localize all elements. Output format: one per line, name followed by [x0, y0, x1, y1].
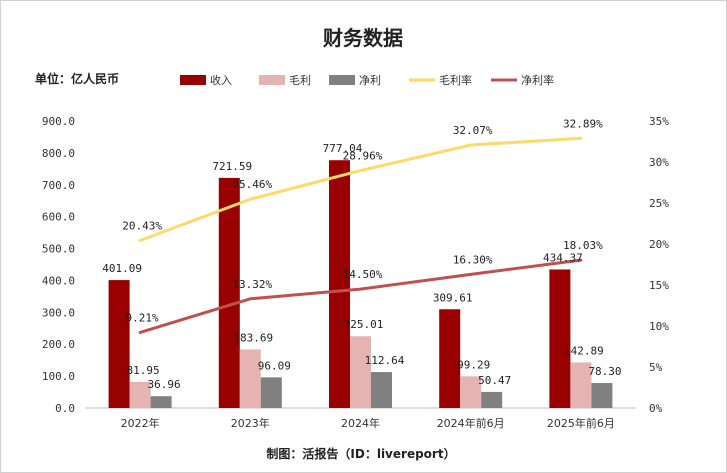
data-label-毛利率: 20.43% [122, 219, 162, 232]
data-label-收入: 777.04 [323, 142, 363, 155]
data-label-净利: 50.47 [478, 374, 511, 387]
chart-title: 财务数据 [323, 26, 403, 50]
bar-毛利 [460, 376, 482, 408]
data-label-毛利率: 32.07% [453, 124, 493, 137]
bar-收入 [549, 269, 571, 408]
y-left-tick-label: 400.0 [42, 274, 75, 287]
bar-收入 [108, 280, 130, 408]
legend: 收入 毛利 净利 毛利率 净利率 [180, 73, 554, 87]
legend-label-毛利率: 毛利率 [439, 73, 472, 87]
data-label-毛利: 81.95 [127, 364, 160, 377]
y-right-tick-label: 10% [649, 320, 669, 333]
data-label-净利: 96.09 [258, 359, 291, 372]
data-label-毛利: 142.89 [564, 344, 604, 357]
data-label-净利率: 13.32% [232, 278, 272, 291]
data-label-收入: 401.09 [102, 262, 142, 275]
y-left-tick-label: 0.0 [55, 402, 75, 415]
data-label-净利: 112.64 [365, 354, 405, 367]
data-label-净利: 78.30 [588, 365, 621, 378]
data-label-净利率: 14.50% [343, 268, 383, 281]
data-label-收入: 721.59 [212, 160, 252, 173]
data-label-毛利: 99.29 [457, 358, 490, 371]
y-left-tick-label: 300.0 [42, 306, 75, 319]
unit-label: 单位：亿人民币 [35, 71, 119, 86]
legend-swatch-收入 [180, 75, 206, 85]
y-left-tick-label: 700.0 [42, 179, 75, 192]
y-left-tick-label: 100.0 [42, 370, 75, 383]
legend-label-收入: 收入 [210, 73, 232, 87]
data-label-毛利: 225.01 [344, 318, 384, 331]
y-right-tick-label: 30% [649, 156, 669, 169]
bar-净利 [150, 396, 172, 408]
legend-swatch-毛利 [259, 75, 285, 85]
y-right-tick-label: 20% [649, 238, 669, 251]
x-category-label: 2024年 [341, 416, 380, 430]
data-label-毛利率: 28.96% [343, 150, 383, 163]
y-right-tick-label: 0% [649, 402, 663, 415]
legend-label-净利率: 净利率 [521, 73, 554, 87]
x-category-label: 2023年 [231, 416, 270, 430]
data-label-净利率: 16.30% [453, 253, 493, 266]
footer-credit: 制图：活报告（ID：livereport） [266, 446, 455, 461]
bar-series [108, 160, 613, 408]
bar-毛利 [570, 362, 592, 408]
data-label-毛利率: 25.46% [232, 178, 272, 191]
line-净利率 [138, 258, 583, 334]
y-left-tick-label: 200.0 [42, 338, 75, 351]
line-series [138, 136, 583, 334]
legend-label-净利: 净利 [359, 73, 381, 87]
legend-swatch-净利 [329, 75, 355, 85]
axes: 0.0 100.0 200.0 300.0 400.0 500.0 600.0 700.0 80… [42, 115, 669, 430]
bar-毛利 [129, 381, 151, 408]
legend-label-毛利: 毛利 [289, 74, 311, 87]
y-left-tick-label: 600.0 [42, 211, 75, 224]
line-毛利率 [138, 136, 583, 242]
x-category-label: 2024年前6月 [437, 416, 505, 430]
bar-收入 [218, 177, 240, 408]
bar-收入 [329, 160, 350, 408]
data-label-毛利率: 32.89% [563, 117, 603, 130]
data-label-收入: 309.61 [433, 291, 473, 304]
y-right-tick-label: 25% [649, 197, 669, 210]
data-label-净利: 36.96 [148, 378, 181, 391]
bar-净利 [260, 377, 282, 408]
y-right-tick-label: 35% [649, 115, 669, 128]
data-label-净利率: 18.03% [563, 239, 603, 252]
y-left-tick-label: 800.0 [42, 147, 75, 160]
bar-净利 [481, 391, 503, 408]
data-labels: 401.09 721.59 777.04 309.61 434.37 81.95 183.6… [102, 117, 621, 391]
data-label-收入: 434.37 [543, 251, 583, 264]
bar-毛利 [350, 336, 371, 408]
x-category-label: 2022年 [121, 416, 160, 430]
y-left-tick-label: 500.0 [42, 243, 75, 256]
data-label-净利率: 9.21% [126, 311, 159, 324]
data-label-毛利: 183.69 [233, 331, 273, 344]
bar-收入 [439, 309, 461, 408]
bar-净利 [371, 372, 392, 408]
bar-净利 [591, 383, 613, 408]
y-right-tick-label: 5% [649, 361, 663, 374]
x-category-label: 2025年前6月 [547, 416, 615, 430]
y-left-tick-label: 900.0 [42, 115, 75, 128]
y-right-tick-label: 15% [649, 279, 669, 292]
bar-毛利 [239, 349, 261, 408]
